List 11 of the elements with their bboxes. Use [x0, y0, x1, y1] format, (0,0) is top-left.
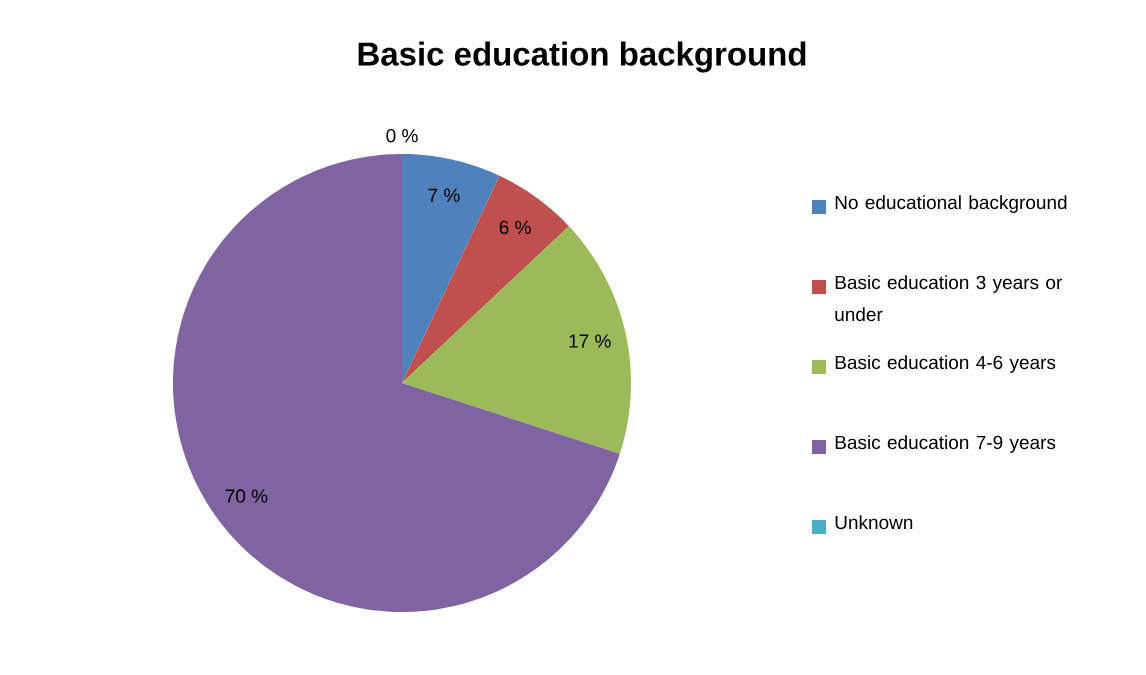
- data-label: 17 %: [569, 334, 611, 348]
- legend-label: Basic education 4-6 years: [835, 355, 1056, 373]
- legend-label: Basic education 7-9 years: [835, 435, 1056, 453]
- data-label: 6 %: [499, 220, 531, 235]
- legend-label: No educational background: [835, 195, 1067, 213]
- data-label: 70 %: [225, 489, 268, 503]
- text: 0 %: [386, 128, 418, 143]
- data-label: 7 %: [428, 188, 460, 202]
- chart-title: Basic education background: [358, 41, 806, 73]
- legend-label: Basic education 3 years or under: [835, 275, 1062, 322]
- legend-label: Unknown: [835, 515, 913, 530]
